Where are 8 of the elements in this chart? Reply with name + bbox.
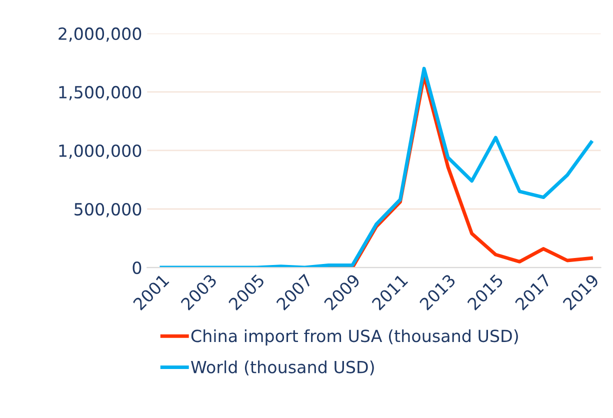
legend-label: World (thousand USD) bbox=[191, 360, 374, 376]
y-tick-label: 2,000,000 bbox=[58, 27, 142, 42]
legend-label: China import from USA (thousand USD) bbox=[191, 329, 518, 346]
line-series bbox=[160, 66, 593, 268]
y-tick-label: 500,000 bbox=[74, 202, 142, 218]
y-tick-label: 1,000,000 bbox=[59, 144, 142, 159]
y-tick-label: 1,500,000 bbox=[59, 86, 142, 100]
y-tick-label: 0 bbox=[132, 261, 142, 274]
